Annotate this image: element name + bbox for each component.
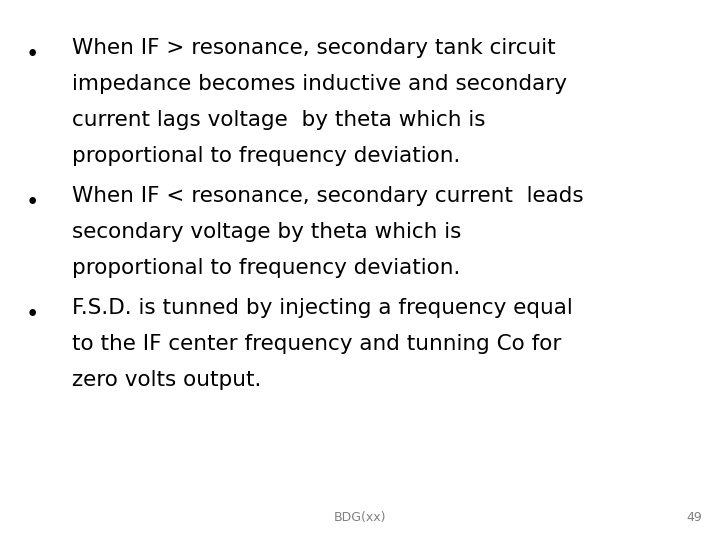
Text: F.S.D. is tunned by injecting a frequency equal: F.S.D. is tunned by injecting a frequenc… xyxy=(72,298,572,318)
Text: •: • xyxy=(26,43,39,66)
Text: proportional to frequency deviation.: proportional to frequency deviation. xyxy=(72,258,460,278)
Text: BDG(xx): BDG(xx) xyxy=(334,511,386,524)
Text: proportional to frequency deviation.: proportional to frequency deviation. xyxy=(72,146,460,166)
Text: to the IF center frequency and tunning Co for: to the IF center frequency and tunning C… xyxy=(72,334,562,354)
Text: secondary voltage by theta which is: secondary voltage by theta which is xyxy=(72,222,462,242)
Text: When IF < resonance, secondary current  leads: When IF < resonance, secondary current l… xyxy=(72,186,584,206)
Text: 49: 49 xyxy=(686,511,702,524)
Text: •: • xyxy=(26,303,39,326)
Text: impedance becomes inductive and secondary: impedance becomes inductive and secondar… xyxy=(72,74,567,94)
Text: current lags voltage  by theta which is: current lags voltage by theta which is xyxy=(72,110,485,130)
Text: When IF > resonance, secondary tank circuit: When IF > resonance, secondary tank circ… xyxy=(72,38,556,58)
Text: zero volts output.: zero volts output. xyxy=(72,370,261,390)
Text: •: • xyxy=(26,191,39,214)
